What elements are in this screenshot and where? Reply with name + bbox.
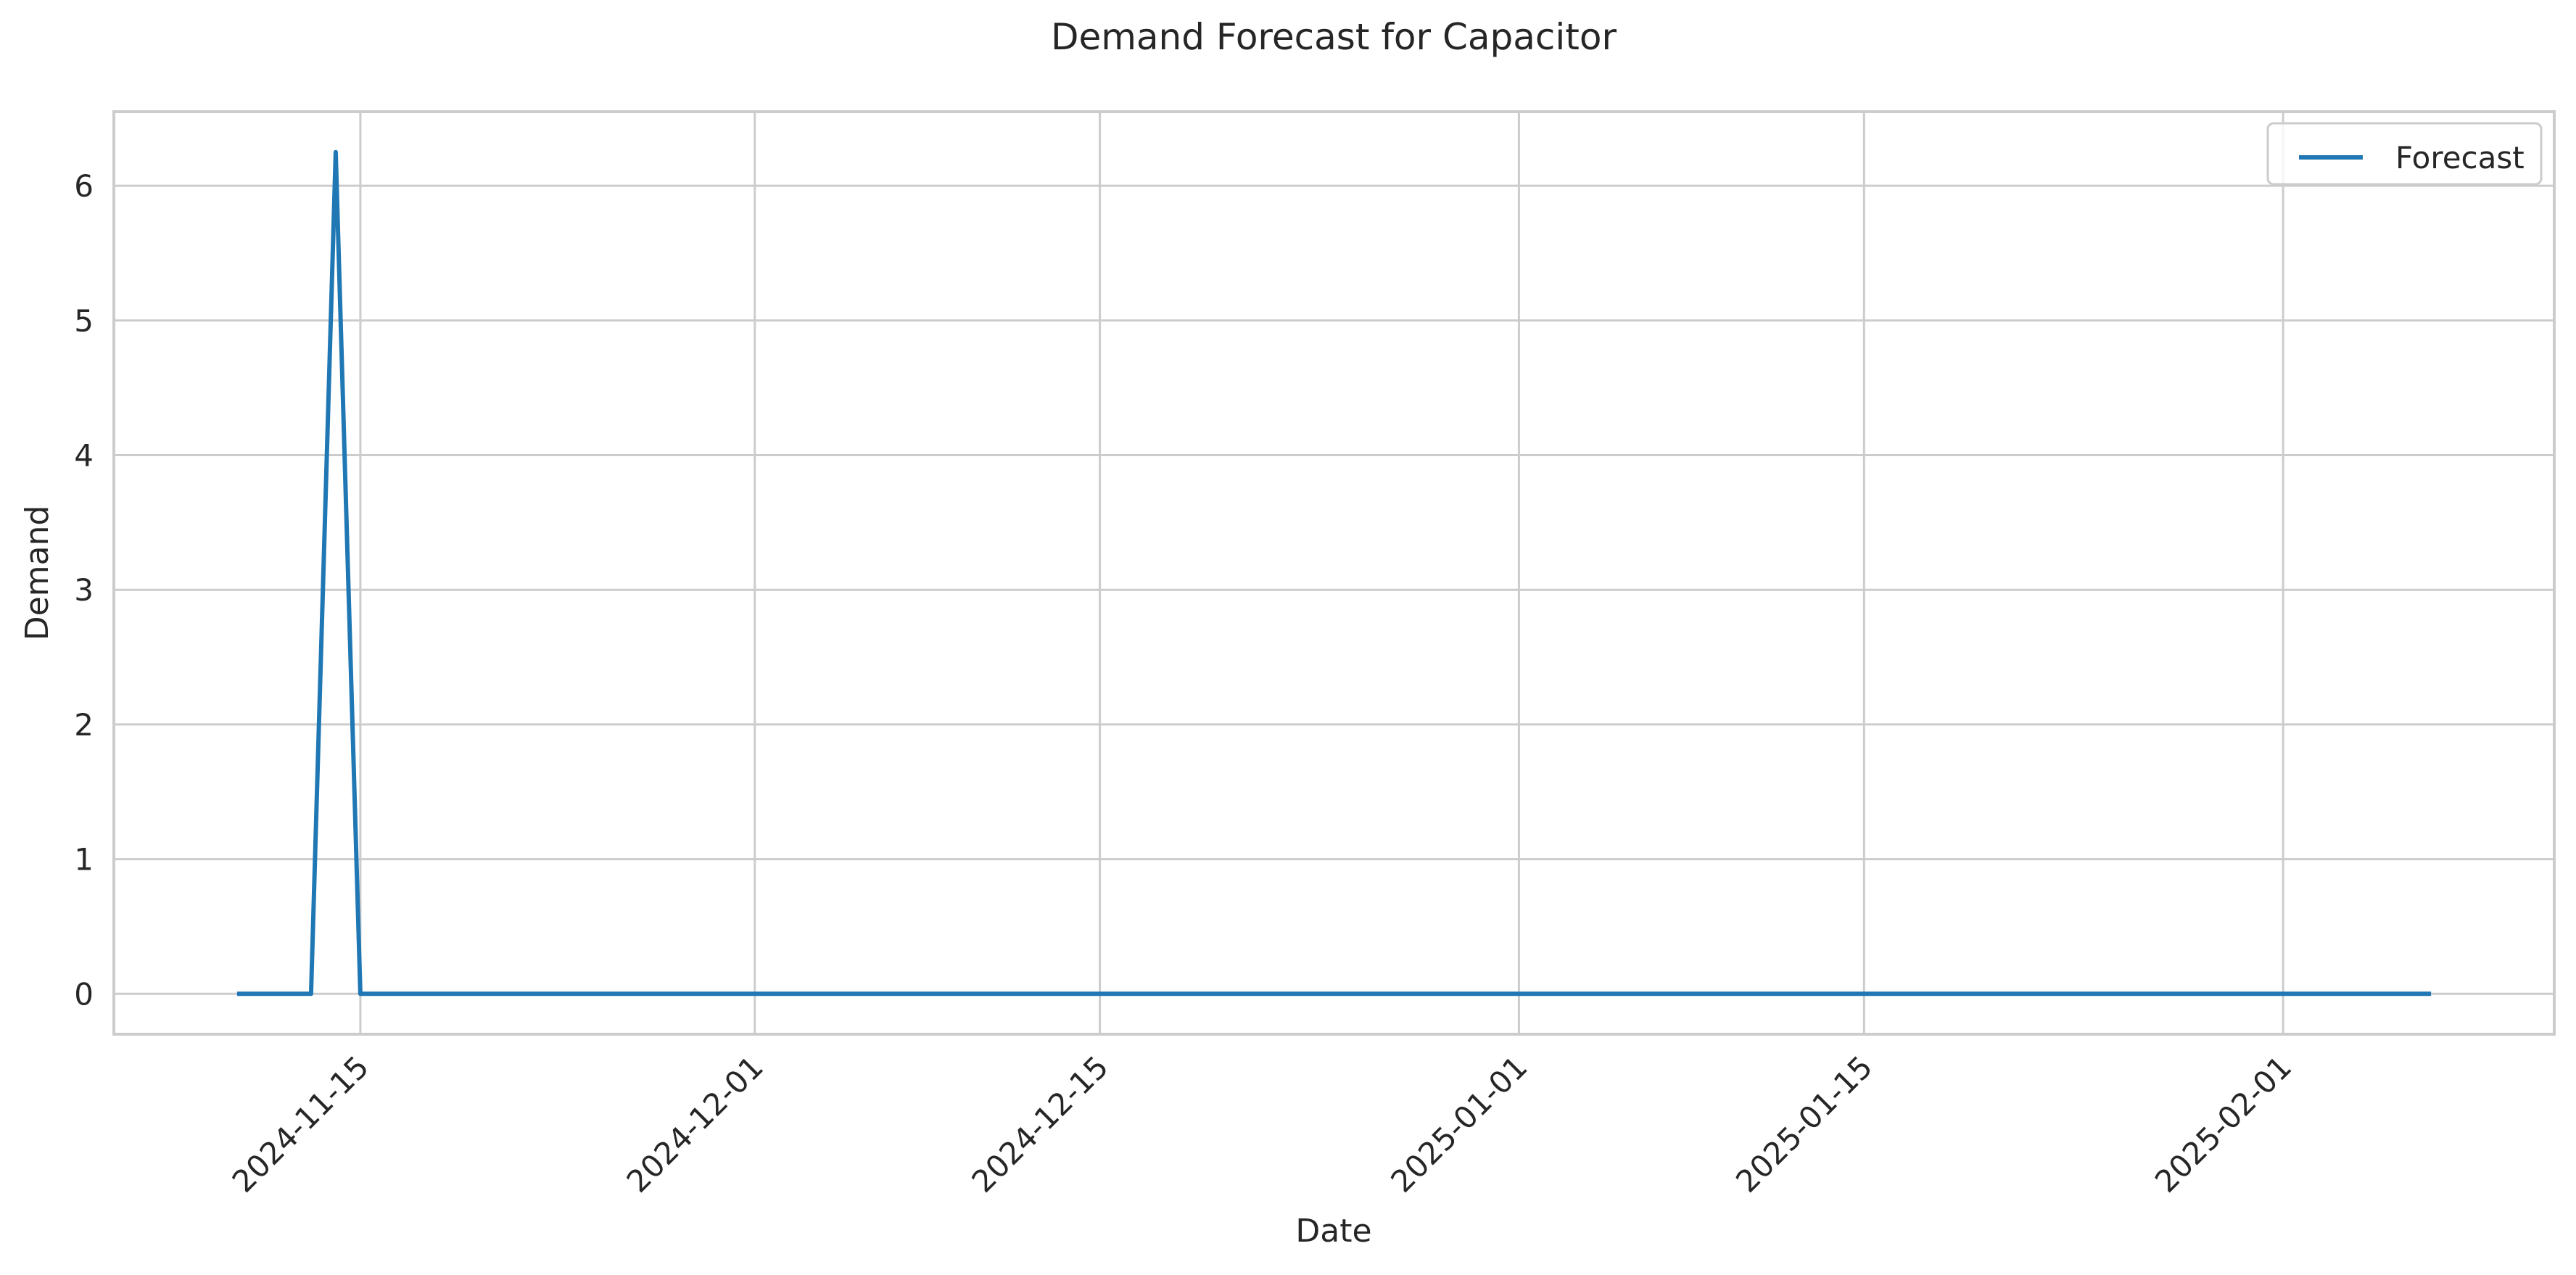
y-tick-label: 1 — [74, 842, 94, 878]
y-tick-label: 0 — [74, 976, 94, 1012]
plot-frame — [112, 110, 2556, 1036]
grid — [114, 112, 2554, 1034]
y-axis-label: Demand — [19, 506, 56, 641]
y-tick-label: 3 — [74, 572, 94, 608]
y-tick-label: 2 — [74, 707, 94, 743]
y-tick-label: 5 — [74, 303, 94, 339]
legend-box — [2266, 122, 2543, 186]
legend-label-forecast: Forecast — [2395, 140, 2525, 176]
y-tick-label: 4 — [74, 438, 94, 474]
y-tick-labels: 0 1 2 3 4 5 6 — [74, 168, 94, 1012]
x-axis-label: Date — [1295, 1213, 1371, 1250]
chart-title: Demand Forecast for Capacitor — [1051, 16, 1617, 58]
series-line-forecast — [236, 149, 2432, 997]
y-tick-label: 6 — [74, 168, 94, 204]
legend: Forecast — [2266, 122, 2543, 186]
series-layer — [236, 149, 2432, 997]
